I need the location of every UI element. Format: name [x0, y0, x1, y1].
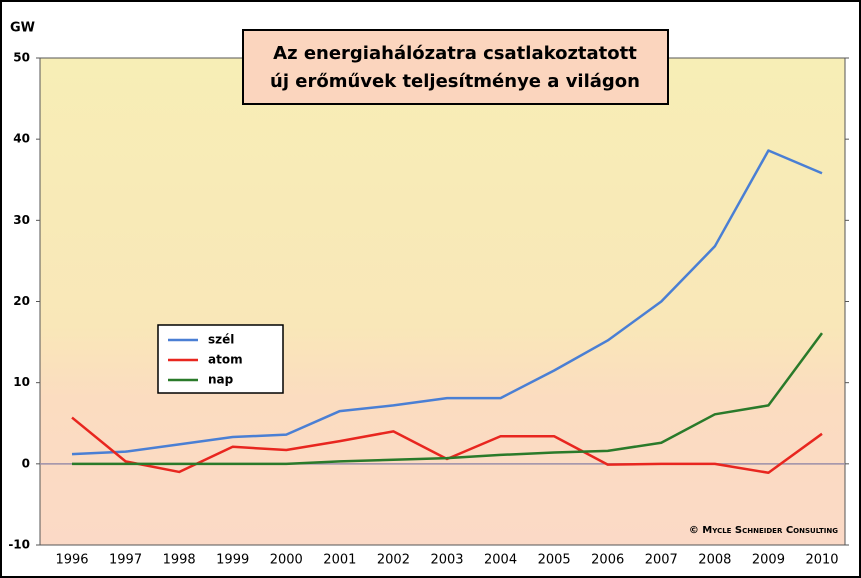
chart-title: Az energiahálózatra csatlakoztatott — [273, 43, 637, 64]
legend-label: atom — [208, 353, 243, 367]
x-tick-label: 1999 — [216, 553, 249, 568]
y-tick-label: 10 — [13, 375, 30, 389]
x-tick-label: 1998 — [163, 553, 196, 568]
annotation: © Mycle Schneider Consulting — [689, 525, 838, 536]
x-tick-label: 2005 — [538, 553, 571, 568]
y-axis-label: GW — [10, 21, 35, 36]
x-tick-label: 2008 — [698, 553, 731, 568]
title-box — [242, 29, 669, 105]
y-tick-label: 30 — [13, 213, 30, 227]
x-tick-label: 2009 — [752, 553, 785, 568]
x-tick-label: 1996 — [55, 553, 88, 568]
y-tick-label: 20 — [13, 294, 30, 308]
x-tick-label: 2000 — [270, 553, 303, 568]
x-tick-label: 2010 — [805, 553, 838, 568]
y-tick-label: -10 — [8, 538, 30, 552]
series-line — [72, 332, 824, 466]
chart-title: új erőművek teljesítménye a világon — [270, 71, 640, 92]
y-tick-label: 0 — [22, 456, 30, 470]
x-tick-label: 1997 — [109, 553, 142, 568]
legend-label: nap — [208, 373, 234, 387]
series-line — [71, 149, 823, 456]
x-tick-label: 2003 — [430, 553, 463, 568]
legend-label: szél — [208, 333, 234, 347]
x-tick-label: 2006 — [591, 553, 624, 568]
y-tick-label: 40 — [13, 132, 30, 146]
x-tick-label: 2001 — [323, 553, 356, 568]
x-tick-label: 2002 — [377, 553, 410, 568]
y-tick-label: 50 — [13, 51, 30, 65]
plot-area — [39, 57, 846, 546]
x-tick-label: 2007 — [645, 553, 678, 568]
x-tick-label: 2004 — [484, 553, 517, 568]
